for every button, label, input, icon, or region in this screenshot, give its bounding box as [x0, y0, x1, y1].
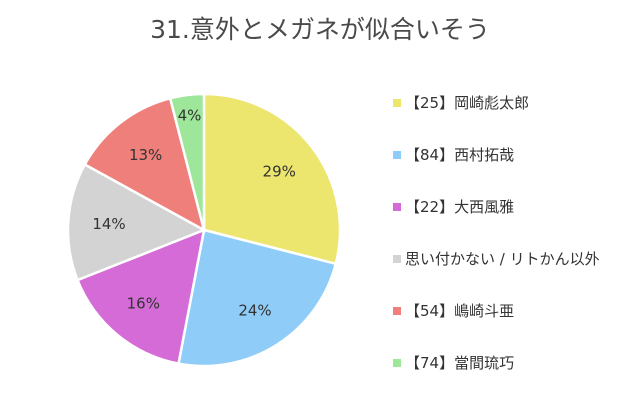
legend-label-0: 【25】岡崎彪太郎	[405, 94, 529, 112]
legend-swatch-1	[393, 151, 401, 159]
legend-swatch-2	[393, 203, 401, 211]
legend-swatch-5	[393, 359, 401, 367]
pie-slice-1	[177, 228, 338, 368]
legend-label-5: 【74】當間琉巧	[405, 354, 514, 372]
slice-value-label-3: 14%	[92, 215, 125, 233]
legend-label-1: 【84】西村拓哉	[405, 146, 514, 164]
slice-value-label-0: 29%	[263, 163, 296, 181]
chart-title: 31.意外とメガネが似合いそう	[150, 15, 490, 44]
slice-value-label-1: 24%	[238, 301, 271, 319]
pie-slice-4	[83, 96, 206, 233]
pie-slice-0	[202, 92, 342, 266]
slice-value-label-2: 16%	[127, 294, 160, 312]
slice-value-label-4: 13%	[129, 146, 162, 164]
slice-value-label-5: 4%	[178, 106, 202, 124]
pie-slice-2	[75, 228, 206, 366]
legend-label-2: 【22】大西風雅	[405, 198, 514, 216]
legend-swatch-3	[393, 255, 401, 263]
pie-slice-3	[66, 162, 207, 282]
legend-label-3: 思い付かない / リトかん以外	[405, 250, 600, 268]
legend-label-4: 【54】嶋崎斗亜	[405, 302, 514, 320]
pie-slice-5	[168, 92, 206, 231]
legend-swatch-0	[393, 99, 401, 107]
legend-swatch-4	[393, 307, 401, 315]
